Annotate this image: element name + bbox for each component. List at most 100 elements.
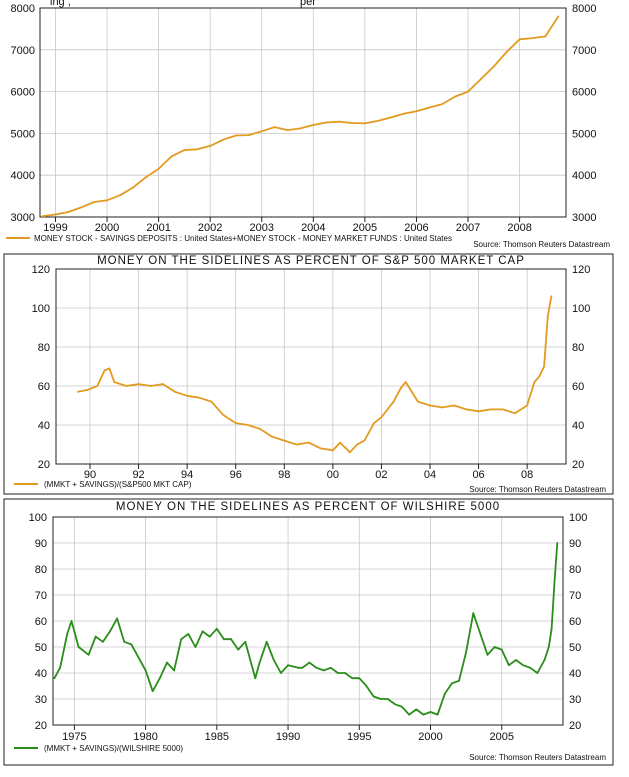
sp500-ytick-right-120: 120 xyxy=(572,264,590,276)
sp500-data-point-16 xyxy=(246,424,249,426)
sp500-data-point-26 xyxy=(356,443,359,446)
money-stock-xtick-label-2002: 2002 xyxy=(198,222,222,234)
sp500-ytick-left-80: 80 xyxy=(38,342,50,354)
wilshire-data-point-27 xyxy=(244,640,247,643)
wilshire-data-point-4 xyxy=(77,646,80,648)
wilshire-plot-border xyxy=(52,516,564,726)
wilshire-data-point-11 xyxy=(130,643,133,646)
wilshire-xtick-label-1985: 1985 xyxy=(205,731,229,743)
wilshire-data-point-71 xyxy=(550,627,553,630)
sp500-xtick-label-92: 92 xyxy=(132,469,144,481)
wilshire-data-point-32 xyxy=(280,672,282,674)
wilshire-series-line xyxy=(53,542,559,716)
money-stock-data-point-32 xyxy=(454,95,457,98)
wilshire-data-point-72 xyxy=(553,581,556,583)
wilshire-data-point-34 xyxy=(297,666,299,669)
wilshire-data-point-3 xyxy=(70,620,73,622)
wilshire-ratio-svg: 20 20 30 30 40 40 50 50 60 60 70 70 80 80 90 90 100 100 19… xyxy=(3,498,614,766)
sp500-data-point-47 xyxy=(546,314,549,317)
money-stock-data-point-27 xyxy=(389,116,392,119)
money-stock-data-point-7 xyxy=(131,186,134,189)
money-stock-data-point-28 xyxy=(402,112,405,115)
wilshire-data-point-70 xyxy=(547,646,550,648)
sp500-xtick-label-98: 98 xyxy=(278,469,290,481)
sp500-data-point-14 xyxy=(222,414,225,417)
wilshire-data-point-12 xyxy=(137,656,140,659)
sp500-data-point-17 xyxy=(259,428,261,430)
money-stock-data-point-25 xyxy=(363,122,366,125)
wilshire-ytick-left-80: 80 xyxy=(35,564,47,576)
money-stock-data-point-3 xyxy=(80,206,83,209)
wilshire-data-point-25 xyxy=(230,638,232,641)
money-stock-data-point-14 xyxy=(222,138,224,141)
wilshire-data-point-44 xyxy=(365,685,368,687)
sp500-data-point-13 xyxy=(210,400,213,403)
money-stock-clipped-header: ing , xyxy=(50,0,71,8)
sp500-data-point-32 xyxy=(404,381,407,383)
sp500-xtick-label-94: 94 xyxy=(181,469,193,481)
wilshire-data-point-14 xyxy=(151,690,154,693)
sp500-data-point-36 xyxy=(441,406,444,409)
sp500-xtick-label-90: 90 xyxy=(84,469,96,481)
money-stock-xtick-label-1999: 1999 xyxy=(43,222,67,234)
money-stock-data-point-1 xyxy=(54,213,57,216)
sp500-series-line xyxy=(77,296,553,454)
wilshire-data-point-66 xyxy=(522,664,525,667)
wilshire-data-point-26 xyxy=(237,648,240,651)
money-stock-data-point-6 xyxy=(119,194,121,197)
wilshire-data-point-5 xyxy=(87,653,90,656)
money-stock-data-point-39 xyxy=(544,35,547,38)
wilshire-ytick-right-60: 60 xyxy=(569,616,581,628)
money-stock-data-point-16 xyxy=(247,134,250,136)
wilshire-xtick-label-1975: 1975 xyxy=(62,731,86,743)
wilshire-data-point-2 xyxy=(66,633,69,635)
money-stock-data-point-2 xyxy=(67,211,70,213)
money-stock-data-point-9 xyxy=(157,168,160,170)
sp500-data-point-4 xyxy=(108,367,111,370)
wilshire-data-point-45 xyxy=(372,695,375,698)
sp500-data-point-34 xyxy=(416,400,419,403)
money-stock-xtick-label-2008: 2008 xyxy=(507,222,531,234)
wilshire-data-point-65 xyxy=(515,659,517,661)
sp500-legend-label: (MMKT + SAVINGS)/(S&P500 MKT CAP) xyxy=(44,480,192,489)
chart-wilshire-ratio: 20 20 30 30 40 40 50 50 60 60 70 70 80 80 90 90 100 100 19… xyxy=(0,497,629,772)
sp500-data-point-48 xyxy=(550,295,553,298)
sp500-data-point-15 xyxy=(234,422,237,424)
wilshire-data-point-36 xyxy=(308,661,311,664)
wilshire-data-point-23 xyxy=(215,627,218,630)
sp500-xtick-label-08: 08 xyxy=(521,469,533,481)
sp500-data-point-9 xyxy=(161,383,164,385)
money-stock-plot-border xyxy=(39,7,567,218)
money-stock-data-point-29 xyxy=(415,110,418,113)
wilshire-data-point-58 xyxy=(465,651,468,654)
wilshire-outer-frame xyxy=(3,498,614,766)
wilshire-data-point-22 xyxy=(208,635,211,638)
wilshire-data-point-57 xyxy=(458,679,460,682)
sp500-data-point-43 xyxy=(526,404,529,407)
money-stock-data-point-15 xyxy=(235,134,237,137)
wilshire-data-point-10 xyxy=(123,640,126,643)
wilshire-data-point-39 xyxy=(329,666,332,669)
wilshire-data-point-13 xyxy=(144,669,147,672)
money-stock-data-point-33 xyxy=(467,90,469,93)
wilshire-ytick-left-60: 60 xyxy=(35,616,47,628)
money-stock-ytick-left-3000: 3000 xyxy=(11,212,35,224)
wilshire-data-point-30 xyxy=(265,640,268,643)
sp500-data-point-30 xyxy=(392,400,395,403)
wilshire-data-point-18 xyxy=(180,638,183,641)
money-stock-ytick-left-4000: 4000 xyxy=(11,170,35,182)
sp500-data-point-5 xyxy=(113,381,116,383)
wilshire-source-note: Source: Thomson Reuters Datastream xyxy=(469,753,606,762)
sp500-data-point-20 xyxy=(295,443,298,446)
wilshire-data-point-0 xyxy=(53,677,56,680)
wilshire-ytick-right-80: 80 xyxy=(569,564,581,576)
money-stock-data-point-22 xyxy=(325,121,328,124)
wilshire-ytick-right-20: 20 xyxy=(569,720,581,732)
money-stock-ytick-left-8000: 8000 xyxy=(11,3,35,15)
money-stock-data-point-11 xyxy=(183,149,186,152)
wilshire-data-point-41 xyxy=(344,672,346,674)
money-stock-data-point-23 xyxy=(338,120,340,123)
money-stock-data-point-20 xyxy=(299,127,302,130)
wilshire-data-point-53 xyxy=(429,711,432,713)
sp500-data-point-23 xyxy=(331,449,334,452)
